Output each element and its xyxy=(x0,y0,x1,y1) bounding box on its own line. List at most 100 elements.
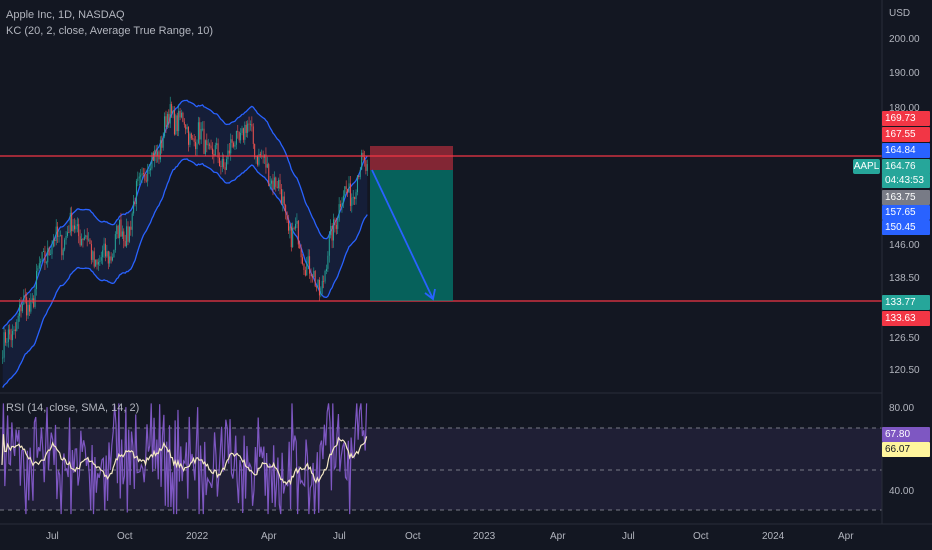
candle-body xyxy=(218,157,220,167)
candle-body xyxy=(279,179,281,189)
candle-body xyxy=(159,139,161,160)
candle-body xyxy=(268,164,270,186)
candle-body xyxy=(228,150,230,154)
candle-body xyxy=(345,186,347,189)
candle-body xyxy=(126,226,128,247)
candle-body xyxy=(152,152,154,161)
candle-body xyxy=(193,138,195,142)
candle-body xyxy=(124,241,126,247)
candle-body xyxy=(76,224,78,227)
candle-body xyxy=(14,329,16,331)
candle-body xyxy=(61,235,63,256)
candle-body xyxy=(211,148,213,155)
price-label: 126.50 xyxy=(889,333,920,344)
short-position-target-zone[interactable] xyxy=(370,170,453,301)
candle-body xyxy=(245,124,247,133)
candle-body xyxy=(112,257,113,261)
ticker-badge[interactable]: AAPL xyxy=(853,159,880,174)
candle-body xyxy=(175,115,177,135)
rsi-legend[interactable]: RSI (14, close, SMA, 14, 2) xyxy=(6,402,140,414)
price-label: 120.50 xyxy=(889,365,920,376)
candle-body xyxy=(304,270,306,276)
rsi-line xyxy=(1,403,368,515)
candle-body xyxy=(23,295,25,305)
candle-body xyxy=(271,180,273,184)
candle-body xyxy=(97,261,99,265)
candle-body xyxy=(141,173,143,176)
currency-label[interactable]: USD xyxy=(889,8,911,19)
candle-body xyxy=(358,175,360,177)
candle-body xyxy=(189,133,191,145)
candle-body xyxy=(100,257,102,261)
candle-body xyxy=(20,304,22,312)
keltner-fill xyxy=(2,100,368,388)
rsi-ma-value-tag: 66.07 xyxy=(882,442,930,457)
candle-body xyxy=(162,136,164,148)
candle-body xyxy=(120,219,122,237)
candle-body xyxy=(220,166,222,167)
candle-body xyxy=(190,133,192,139)
candle-body xyxy=(321,280,323,289)
candle-body xyxy=(169,104,171,124)
candle-body xyxy=(72,225,74,232)
candle-body xyxy=(140,175,142,177)
candle-body xyxy=(286,212,288,221)
candle-body xyxy=(88,239,90,241)
keltner-middle-tag: 157.65 xyxy=(882,205,930,220)
candle-body xyxy=(102,250,104,258)
candle-body xyxy=(85,235,87,237)
time-label: 2022 xyxy=(186,531,209,542)
candle-body xyxy=(55,226,57,241)
projection-arrow[interactable] xyxy=(371,169,436,301)
candle-body xyxy=(3,332,5,358)
candle-body xyxy=(282,196,284,204)
stop-price-tag: 169.73 xyxy=(882,111,930,126)
candle-body xyxy=(95,259,97,267)
candle-body xyxy=(43,251,45,253)
candle-body xyxy=(237,131,239,133)
rsi-pane[interactable] xyxy=(0,403,882,515)
candle-body xyxy=(51,246,53,255)
candle-body xyxy=(359,169,361,177)
candle-body xyxy=(40,260,42,264)
candle-body xyxy=(133,201,135,214)
indicator-legend[interactable]: KC (20, 2, close, Average True Range, 10… xyxy=(6,25,214,37)
candle-body xyxy=(316,286,318,288)
candle-body xyxy=(66,232,68,236)
candle-body xyxy=(6,341,8,343)
candle-body xyxy=(327,255,329,269)
candle-body xyxy=(186,126,188,130)
candle-body xyxy=(351,197,353,206)
candle-body xyxy=(328,235,330,256)
candle-body xyxy=(342,195,344,204)
candle-body xyxy=(79,236,81,246)
time-label: Apr xyxy=(550,531,566,542)
candle-body xyxy=(213,154,215,157)
candle-body xyxy=(344,186,346,196)
candle-body xyxy=(5,332,7,343)
candle-body xyxy=(178,111,180,132)
candle-body xyxy=(113,250,115,258)
candle-body xyxy=(363,157,365,161)
candle-body xyxy=(195,141,197,150)
time-label: Oct xyxy=(693,531,709,542)
main-pane[interactable] xyxy=(0,96,882,388)
target-price-tag: 133.77 xyxy=(882,295,930,310)
candle-body xyxy=(117,225,119,239)
candle-body xyxy=(209,144,211,146)
rsi-axis-label: 80.00 xyxy=(889,403,915,414)
candle-body xyxy=(176,115,178,132)
candle-body xyxy=(16,321,18,331)
candle-body xyxy=(200,129,202,140)
candle-body xyxy=(234,144,236,147)
countdown-tag: 04:43:53 xyxy=(882,173,930,188)
candle-body xyxy=(202,128,204,130)
candle-body xyxy=(307,256,309,264)
candle-body xyxy=(241,128,243,133)
candle-body xyxy=(116,225,118,235)
candle-body xyxy=(28,304,30,312)
candle-body xyxy=(47,247,49,263)
short-position-stop-zone[interactable] xyxy=(370,146,453,170)
chart-title[interactable]: Apple Inc, 1D, NASDAQ xyxy=(6,9,125,21)
